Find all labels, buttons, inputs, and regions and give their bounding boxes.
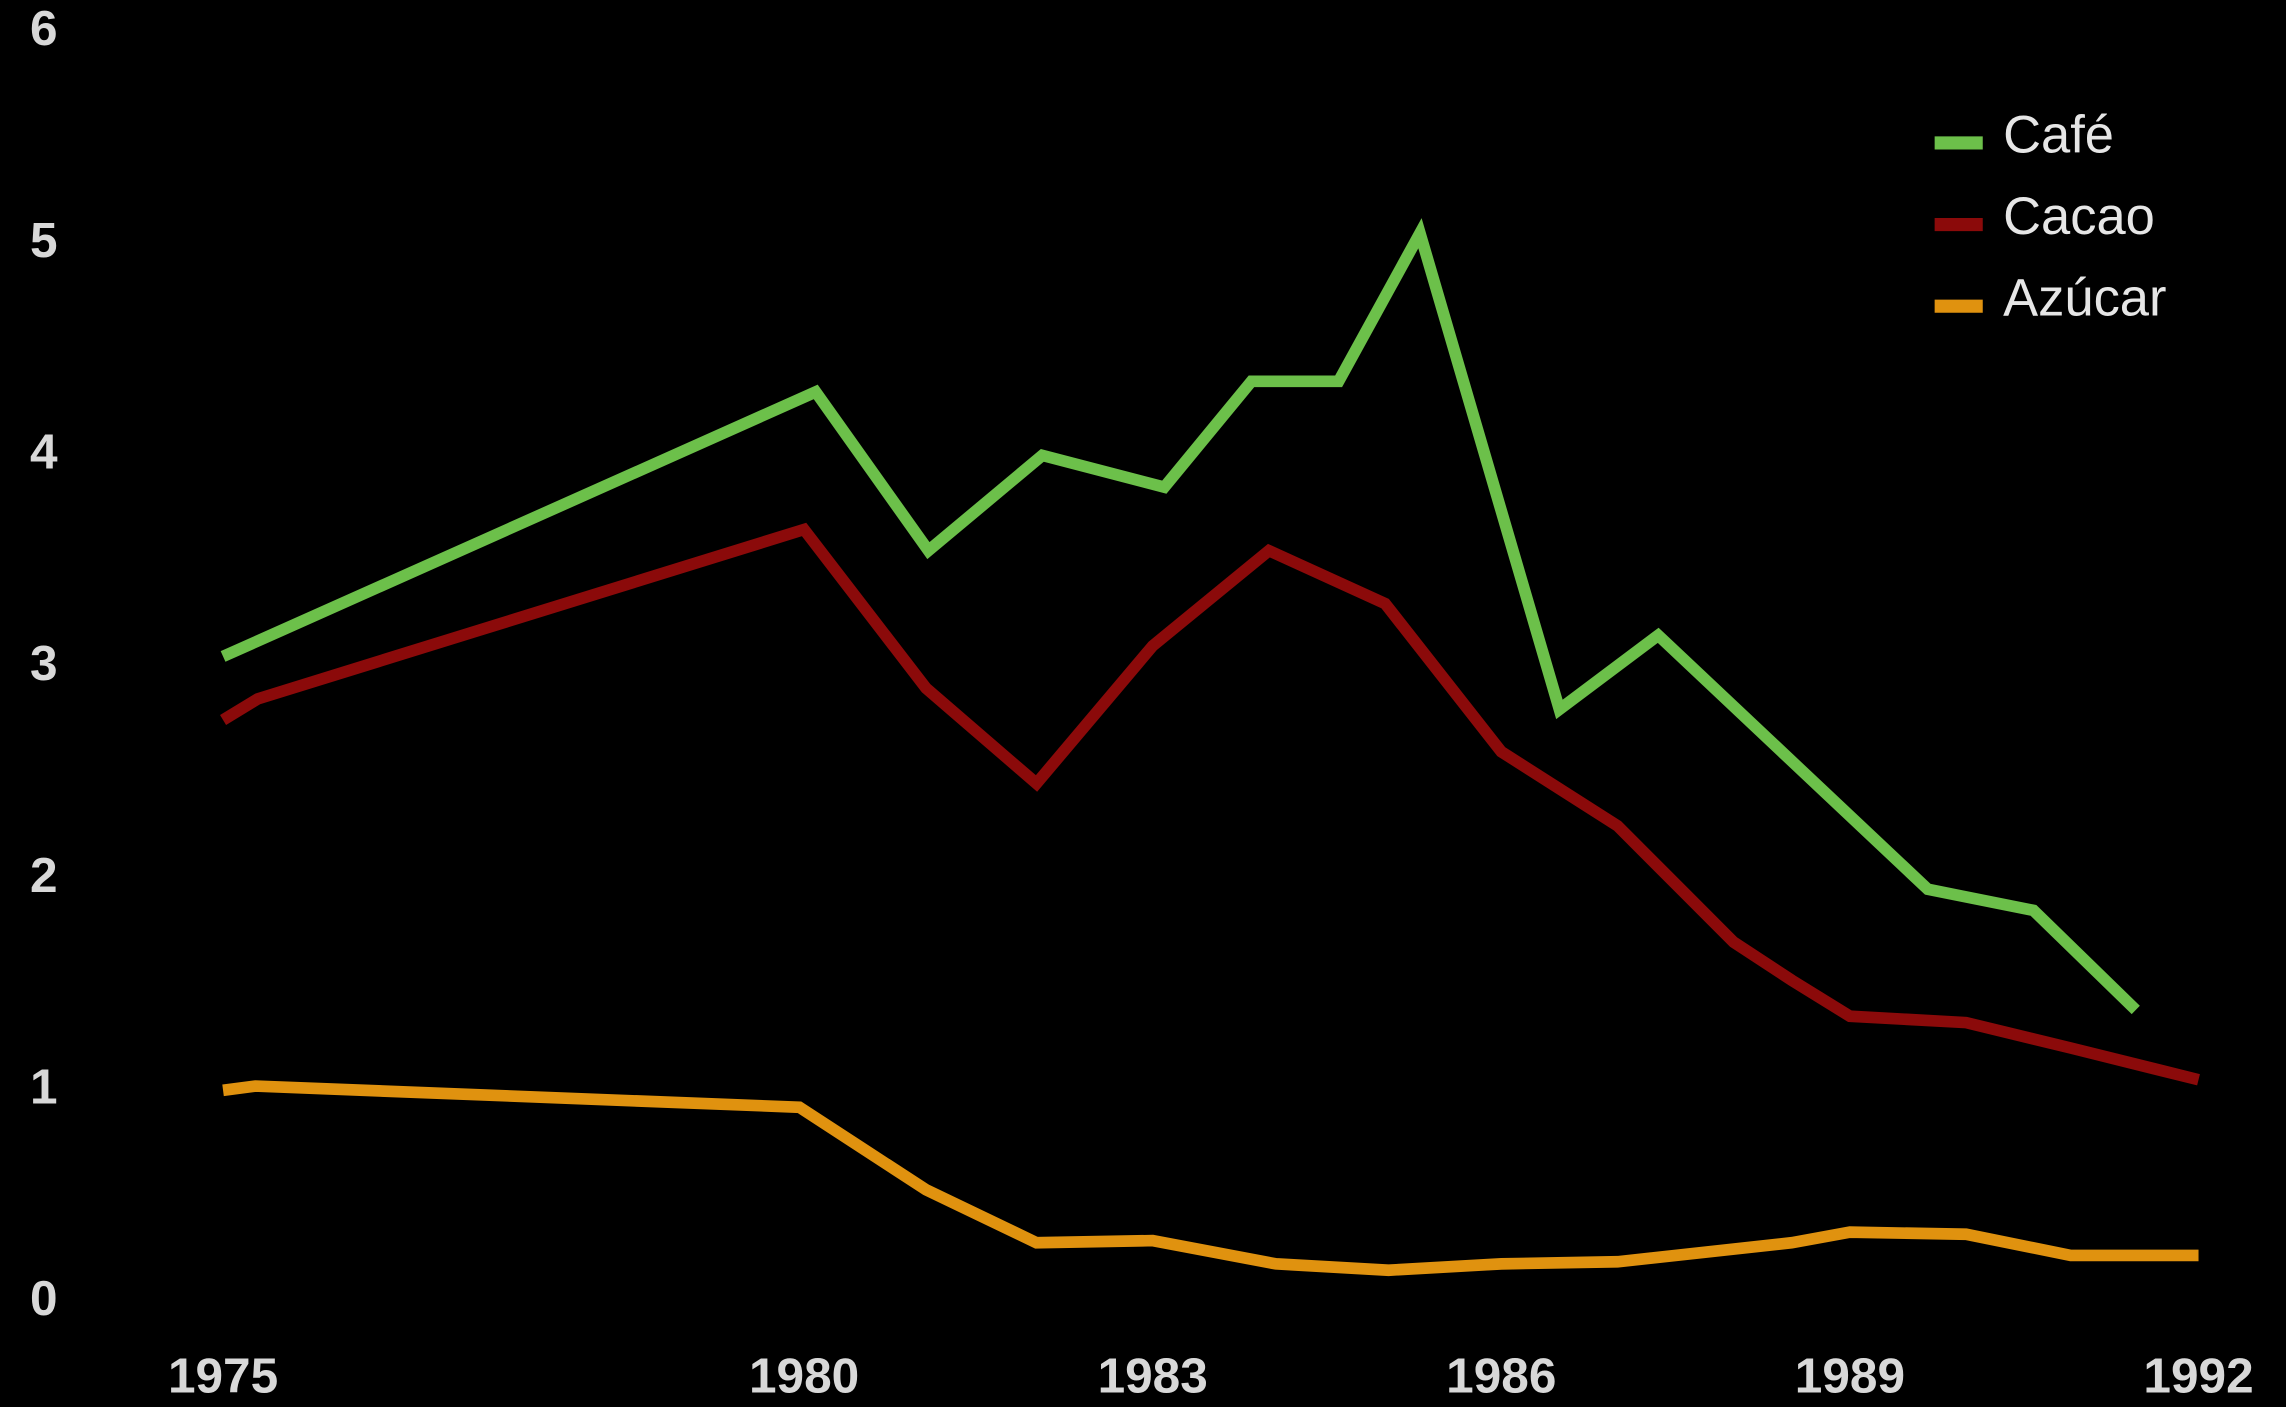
y-tick-label: 5 [30,212,58,268]
y-tick-label: 0 [30,1270,58,1326]
legend-label: Café [2003,105,2114,164]
y-tick-label: 6 [30,0,58,56]
legend-label: Azúcar [2003,269,2166,328]
series-line [222,1080,2199,1277]
x-tick-label: 1975 [168,1347,278,1403]
y-tick-label: 1 [30,1058,58,1114]
x-tick-label: 1992 [2143,1347,2253,1403]
x-tick-label: 1980 [749,1347,859,1403]
x-tick-label: 1986 [1446,1347,1556,1403]
y-tick-label: 4 [30,424,58,480]
series-line [220,218,2140,1015]
x-tick-label: 1989 [1795,1347,1905,1403]
y-tick-label: 3 [30,635,58,691]
x-tick-label: 1983 [1098,1347,1208,1403]
series-line [220,522,2200,1086]
y-tick-label: 2 [30,847,58,903]
legend-label: Cacao [2003,187,2155,246]
